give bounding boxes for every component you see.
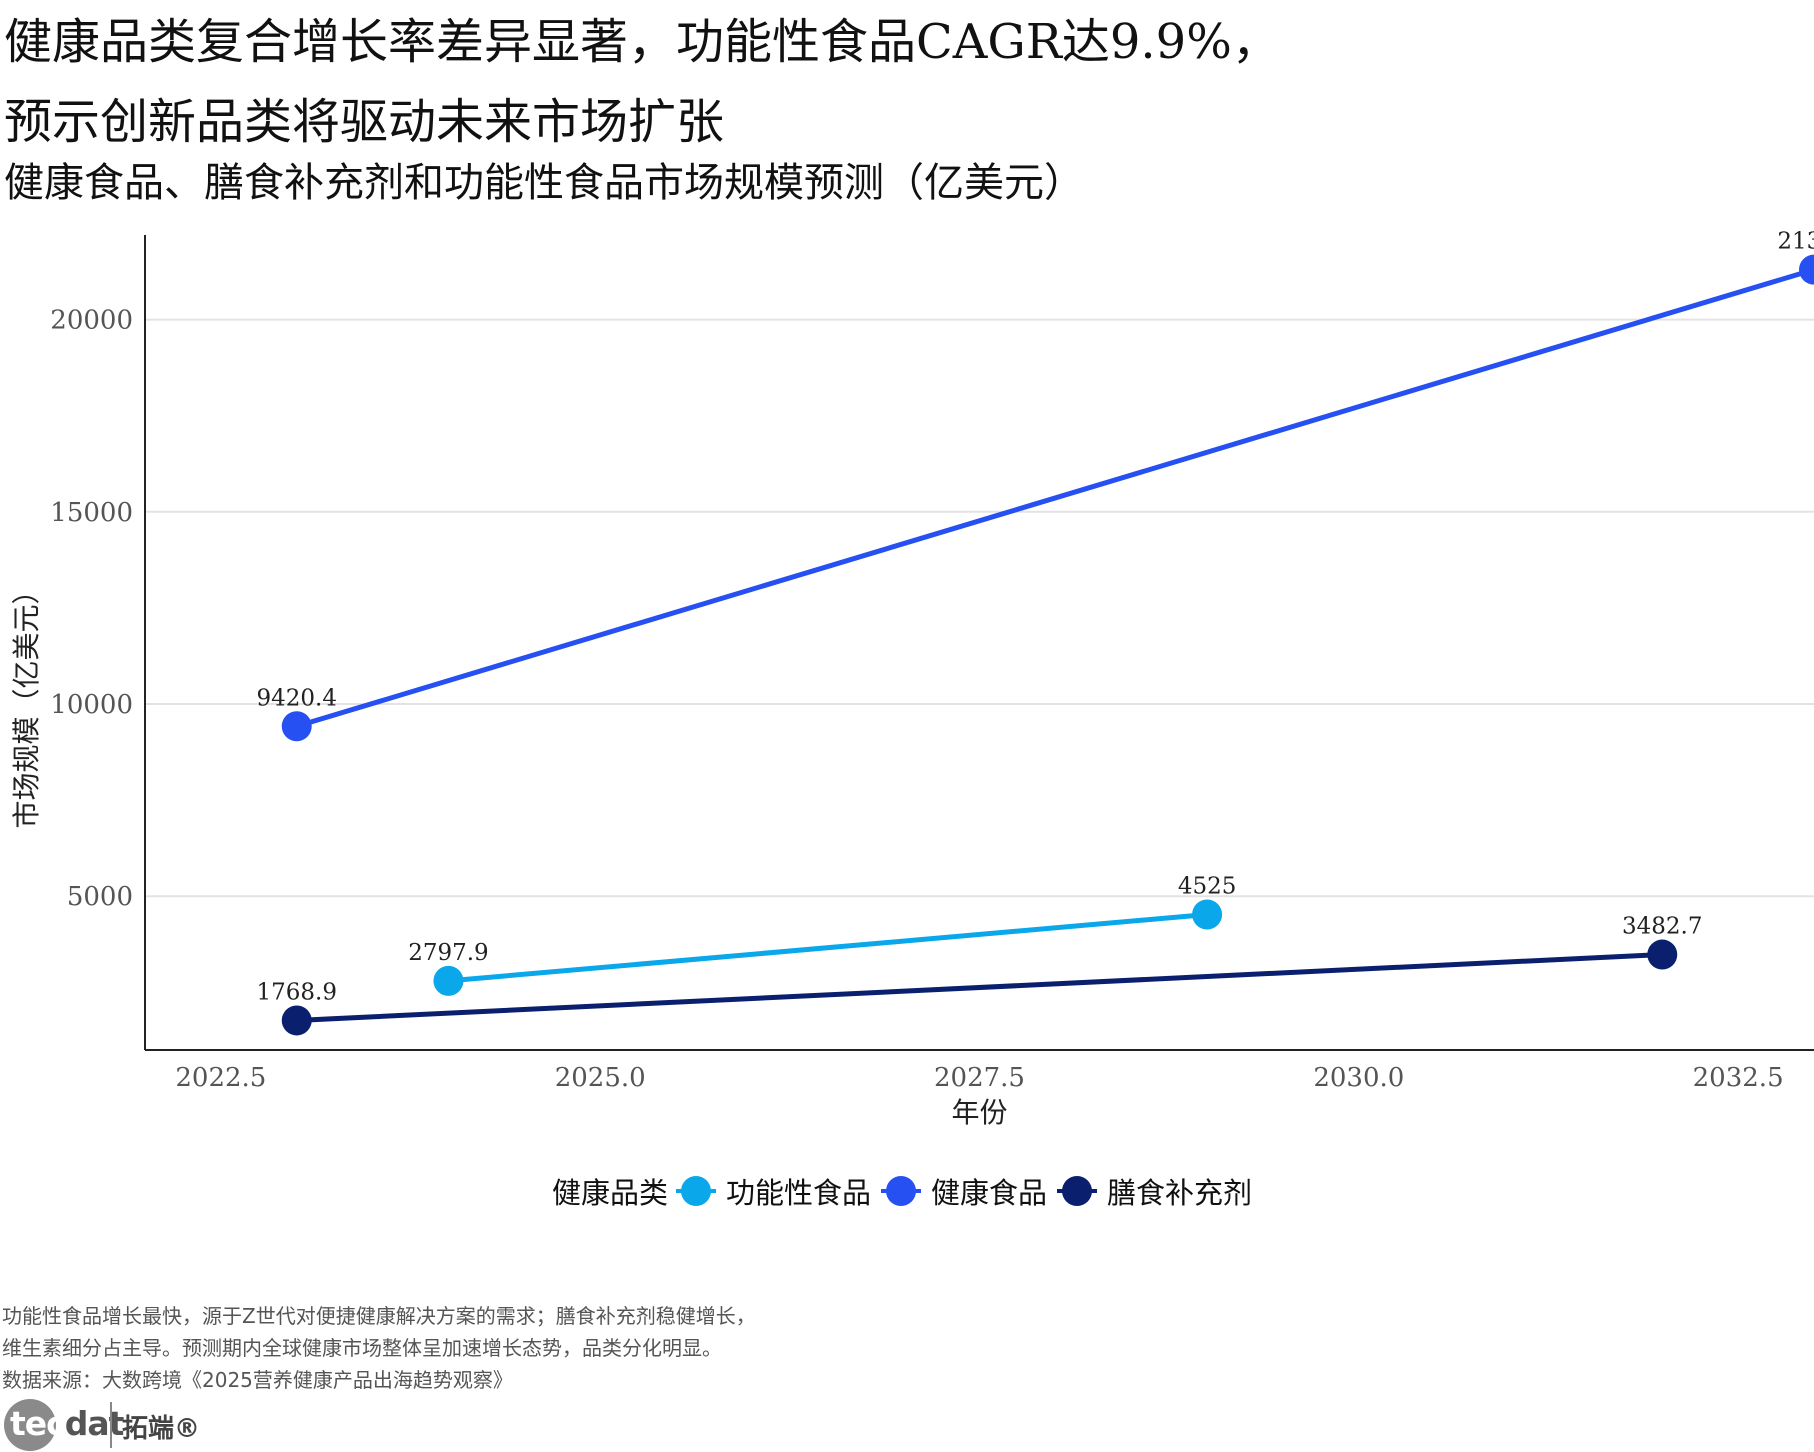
data-label: 1768.9 — [256, 979, 336, 1005]
legend-key-icon — [675, 1171, 716, 1211]
series-line — [296, 952, 1663, 1023]
axes: 5000 10000 15000 20000 2022.5 2025.0 2027.5 203… — [50, 235, 1814, 1093]
data-label: 2797.9 — [408, 940, 488, 966]
data-point — [281, 711, 312, 742]
data-point — [433, 965, 464, 996]
data-point — [1799, 254, 1814, 285]
y-tick-label: 20000 — [50, 306, 133, 336]
chart-subtitle: 健康食品、膳食补充剂和功能性食品市场规模预测（亿美元） — [4, 160, 1084, 206]
legend-label: 膳食补充剂 — [1107, 1176, 1253, 1210]
y-axis-title: 市场规模（亿美元） — [10, 576, 43, 828]
data-point — [1647, 939, 1678, 970]
logo-wordmark: tecdat — [10, 1404, 124, 1443]
title-line-2: 预示创新品类将驱动未来市场扩张 — [4, 94, 725, 150]
legend-item: 功能性食品 — [675, 1170, 871, 1212]
legend-item: 健康食品 — [881, 1170, 1047, 1212]
y-tick-label: 10000 — [50, 690, 133, 720]
series-line — [448, 911, 1208, 984]
logo-divider — [110, 1402, 112, 1448]
data-label: 4525 — [1178, 873, 1237, 899]
x-axis-title: 年份 — [951, 1096, 1007, 1129]
data-point — [1192, 899, 1223, 930]
legend-key-icon — [881, 1171, 921, 1211]
series-line — [296, 267, 1814, 729]
x-tick-label: 2030.0 — [1313, 1063, 1404, 1093]
legend-label: 功能性食品 — [725, 1176, 871, 1210]
title-line-1: 健康品类复合增长率差异显著，功能性食品CAGR达9.9%， — [4, 14, 1280, 70]
legend-key-icon — [1057, 1171, 1098, 1211]
source-line: 数据来源：大数跨境《2025营养健康产品出海趋势观察》 — [2, 1368, 513, 1392]
brand-logo: tecdat 拓端® — [4, 1398, 200, 1452]
brand-name-cn: 拓端® — [122, 1414, 201, 1444]
data-label: 21300 — [1777, 229, 1814, 255]
x-tick-label: 2032.5 — [1693, 1063, 1784, 1093]
data-labels: 2797.9 4525 9420.4 21300 1768.9 3482.7 — [256, 229, 1814, 1006]
y-tick-label: 15000 — [50, 498, 133, 528]
line-chart: 5000 10000 15000 20000 2022.5 2025.0 2027.5 203… — [10, 229, 1814, 1129]
x-tick-label: 2025.0 — [555, 1063, 646, 1093]
legend-items: 功能性食品 健康食品 膳食补充剂 — [675, 1170, 1262, 1212]
data-point — [281, 1005, 312, 1036]
series-layer — [281, 254, 1814, 1036]
note-line-1: 功能性食品增长最快，源于Z世代对便捷健康解决方案的需求；膳食补充剂稳健增长， — [2, 1304, 756, 1328]
footnotes: 功能性食品增长最快，源于Z世代对便捷健康解决方案的需求；膳食补充剂稳健增长， 维… — [2, 1300, 756, 1396]
chart-title: 健康品类复合增长率差异显著，功能性食品CAGR达9.9%， 预示创新品类将驱动未… — [4, 2, 1804, 162]
legend-title: 健康品类 — [551, 1176, 668, 1210]
gridlines — [145, 318, 1814, 898]
data-label: 3482.7 — [1622, 914, 1702, 940]
legend-label: 健康食品 — [931, 1176, 1048, 1210]
x-tick-label: 2027.5 — [934, 1063, 1025, 1093]
note-line-2: 维生素细分占主导。预测期内全球健康市场整体呈加速增长态势，品类分化明显。 — [2, 1336, 722, 1360]
x-tick-label: 2022.5 — [175, 1063, 266, 1093]
legend: 健康品类 功能性食品 健康食品 膳食补充剂 — [0, 1166, 1814, 1216]
data-label: 9420.4 — [256, 685, 336, 711]
legend-item: 膳食补充剂 — [1057, 1170, 1252, 1212]
y-tick-label: 5000 — [67, 882, 133, 912]
logo-circle-icon — [4, 1399, 56, 1451]
